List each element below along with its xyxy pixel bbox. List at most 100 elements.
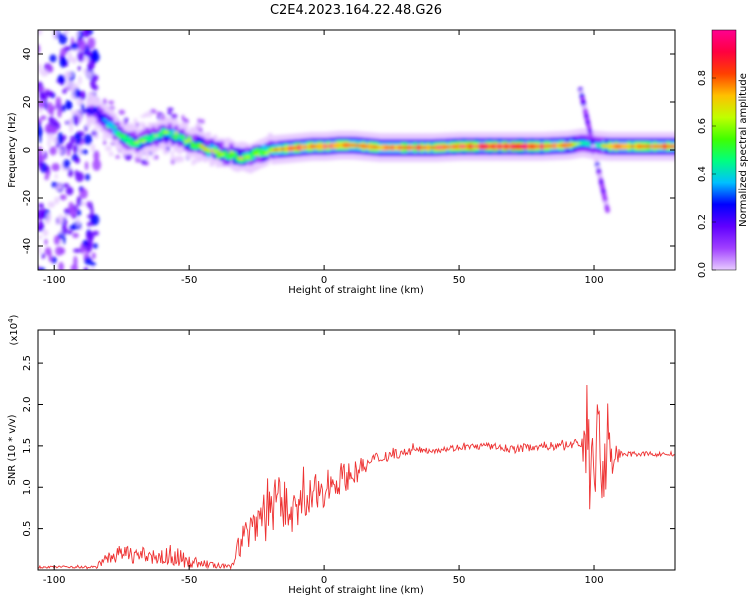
spectrogram-cell xyxy=(59,149,63,154)
spectrogram-cell xyxy=(191,158,198,164)
spectrogram-cell xyxy=(300,146,305,149)
spectrogram-cell xyxy=(371,145,377,149)
spectrogram-cell xyxy=(164,130,169,134)
spectrogram-cell xyxy=(417,146,422,149)
spectrogram-cell xyxy=(510,145,516,148)
snr-y-multiplier-close: ) xyxy=(9,314,20,318)
spectrogram-y-tick-label: 40 xyxy=(22,48,33,61)
spectrogram-cell xyxy=(70,135,74,147)
spectrogram-cell xyxy=(40,162,48,174)
spectrogram-cell xyxy=(109,126,114,129)
spectrogram-cell xyxy=(118,109,126,115)
spectrogram-cell xyxy=(543,145,548,148)
spectrogram-cell xyxy=(316,145,322,148)
spectrogram-cell xyxy=(72,144,79,154)
spectrogram-cell xyxy=(38,246,42,255)
spectrogram-cells xyxy=(38,30,675,270)
spectrogram-cell xyxy=(245,156,250,159)
spectrogram-cell xyxy=(86,71,93,79)
spectrogram-cell xyxy=(108,151,114,157)
spectrogram-cell xyxy=(310,145,315,148)
spectrogram-panel: -100 -50 0 50 100 -40 -20 0 20 40 Height of strai… xyxy=(7,29,676,296)
spectrogram-cell xyxy=(73,255,78,268)
spectrogram-cell xyxy=(78,144,83,157)
spectrogram-cell xyxy=(54,196,60,205)
colorbar-tick-label: 0.4 xyxy=(697,166,708,182)
spectrogram-cell xyxy=(656,145,662,148)
spectrogram-cell xyxy=(131,141,137,147)
spectrogram-cell xyxy=(71,56,78,64)
spectrogram-cell xyxy=(523,145,529,148)
spectrogram-cell xyxy=(595,144,600,147)
snr-x-tick-label: -100 xyxy=(43,575,66,586)
spectrogram-cell xyxy=(232,152,237,164)
spectrogram-cell xyxy=(64,70,73,79)
spectrogram-cell xyxy=(51,181,58,188)
spectrogram-cell xyxy=(170,129,176,135)
spectrogram-cell xyxy=(41,253,46,259)
colorbar-tick-label: 0.6 xyxy=(697,118,708,134)
spectrogram-cell xyxy=(485,145,490,148)
snr-y-multiplier: (x104) xyxy=(7,314,20,345)
spectrogram-cell xyxy=(384,146,390,149)
spectrogram-cell xyxy=(89,60,95,70)
spectrogram-y-tick-label: -20 xyxy=(22,190,33,206)
spectrogram-cell xyxy=(361,145,367,148)
spectrogram-cell xyxy=(391,146,396,149)
spectrogram-cell xyxy=(57,132,64,145)
spectrogram-cell xyxy=(397,146,402,149)
snr-y-tick-label: 2.0 xyxy=(22,397,33,413)
spectrogram-cell xyxy=(90,267,96,270)
spectrogram-cell xyxy=(93,126,98,132)
spectrogram-cell xyxy=(394,146,399,149)
spectrogram-cell xyxy=(82,30,90,38)
spectrogram-cell xyxy=(439,146,445,149)
spectrogram-cell xyxy=(465,145,470,148)
spectrogram-x-axis-label: Height of straight line (km) xyxy=(288,285,424,296)
colorbar-ticks: 0.0 0.2 0.4 0.6 0.8 xyxy=(697,70,716,278)
spectrogram-cell xyxy=(102,118,108,122)
spectrogram-cell xyxy=(242,159,247,162)
spectrogram-cell xyxy=(614,145,619,148)
spectrogram-cell xyxy=(193,143,198,147)
spectrogram-cell xyxy=(55,96,62,109)
spectrogram-cell xyxy=(355,144,360,147)
spectrogram-cell xyxy=(520,145,526,148)
spectrogram-cell xyxy=(410,146,415,149)
spectrogram-cell xyxy=(229,150,234,153)
spectrogram-cell xyxy=(413,146,419,149)
spectrogram-cell xyxy=(199,144,205,148)
spectrogram-cell xyxy=(45,124,54,134)
spectrogram-cell xyxy=(133,118,138,124)
spectrogram-cell xyxy=(491,145,496,148)
spectrogram-cell xyxy=(258,150,263,157)
spectrogram-cell xyxy=(481,145,487,148)
spectrogram-cell xyxy=(653,145,658,148)
spectrogram-cell xyxy=(611,145,616,148)
spectrogram-cell xyxy=(40,115,47,121)
spectrogram-cell xyxy=(336,144,341,147)
spectrogram-cell xyxy=(148,137,153,140)
spectrogram-cell xyxy=(433,146,438,149)
spectrogram-cell xyxy=(62,89,67,94)
spectrogram-cell xyxy=(119,133,124,140)
spectrogram-cell xyxy=(76,196,82,207)
spectrogram-cell xyxy=(617,145,623,148)
spectrogram-x-tick-label: 100 xyxy=(584,275,603,286)
spectrogram-cell xyxy=(92,74,99,82)
spectrogram-cell xyxy=(540,145,545,148)
spectrogram-cell xyxy=(135,141,140,147)
spectrogram-cell xyxy=(258,148,263,151)
spectrogram-cell xyxy=(38,108,43,113)
spectrogram-cell xyxy=(497,145,503,148)
spectrogram-cell xyxy=(504,145,509,148)
spectrogram-cell xyxy=(106,125,111,128)
spectrogram-cell xyxy=(624,145,629,148)
spectrogram-cell xyxy=(128,138,134,141)
spectrogram-cell xyxy=(38,163,42,171)
snr-x-tick-label: 0 xyxy=(321,575,327,586)
spectrogram-cell xyxy=(287,147,292,150)
spectrogram-cell xyxy=(75,157,80,164)
spectrogram-cell xyxy=(109,122,114,128)
